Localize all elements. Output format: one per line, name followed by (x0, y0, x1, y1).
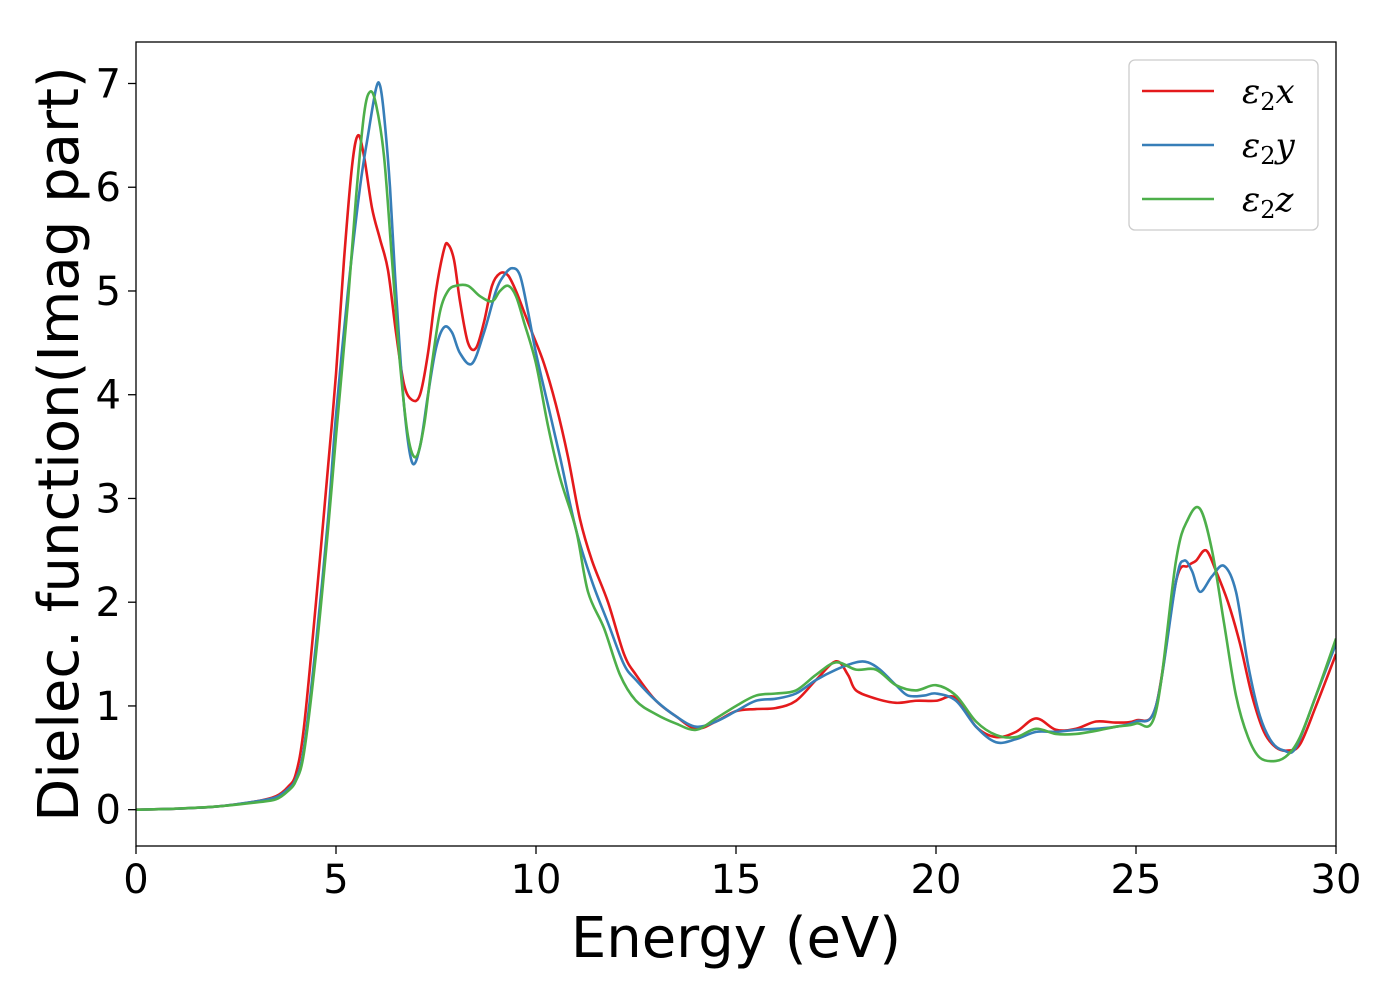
x-tick-label: 30 (1311, 857, 1362, 903)
x-tick-label: 25 (1111, 857, 1162, 903)
y-axis-label: Dielec. function(Imag part) (27, 66, 92, 822)
y-tick-label: 7 (96, 61, 121, 107)
x-tick-label: 10 (511, 857, 562, 903)
series-layer (136, 81, 1336, 811)
y-tick-label: 4 (96, 373, 121, 419)
x-tick-label: 0 (123, 857, 148, 903)
y-tick-label: 6 (96, 165, 121, 211)
x-tick-label: 5 (323, 857, 348, 903)
y-axis: 0 1 2 3 4 5 6 7 (96, 61, 136, 834)
legend: ε2x ε2y ε2z (1128, 59, 1319, 231)
y-tick-label: 2 (96, 580, 121, 626)
legend-label-x: ε2x (1242, 72, 1295, 116)
legend-label-z: ε2z (1242, 180, 1295, 224)
x-tick-label: 15 (711, 857, 762, 903)
legend-box (1128, 59, 1319, 231)
y-tick-label: 5 (96, 269, 121, 315)
y-tick-label: 0 (96, 788, 121, 834)
x-axis: 0 5 10 15 20 25 30 (123, 846, 1361, 903)
series-line-z (136, 90, 1336, 811)
y-tick-label: 3 (96, 476, 121, 522)
legend-label-y: ε2y (1242, 126, 1296, 170)
x-axis-label: Energy (eV) (571, 906, 901, 971)
x-tick-label: 20 (911, 857, 962, 903)
y-tick-label: 1 (96, 684, 121, 730)
